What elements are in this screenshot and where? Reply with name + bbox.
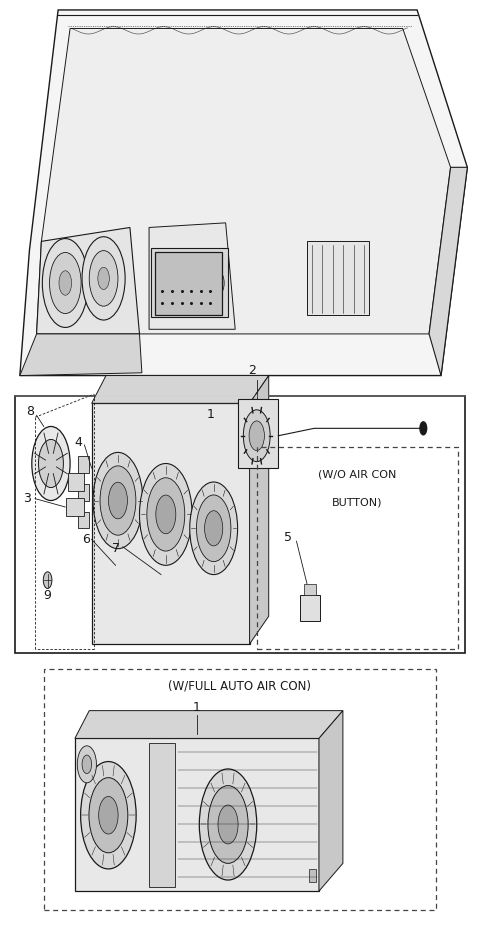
Bar [307, 241, 369, 315]
Polygon shape [92, 375, 269, 403]
Circle shape [89, 250, 118, 306]
Circle shape [199, 769, 257, 880]
Polygon shape [20, 10, 468, 375]
Circle shape [204, 511, 223, 546]
Circle shape [32, 426, 70, 501]
Text: 2: 2 [248, 364, 256, 377]
Text: 8: 8 [26, 405, 35, 418]
Bar [304, 584, 316, 595]
Circle shape [77, 746, 96, 782]
Circle shape [218, 805, 238, 844]
Circle shape [38, 439, 63, 488]
Bar [78, 484, 89, 501]
Polygon shape [36, 227, 140, 334]
Bar [68, 473, 84, 491]
Circle shape [249, 421, 264, 451]
Polygon shape [75, 711, 343, 739]
Circle shape [420, 422, 427, 435]
Bar [238, 399, 278, 468]
Polygon shape [250, 375, 269, 644]
Circle shape [208, 785, 248, 863]
Circle shape [82, 236, 125, 320]
Circle shape [93, 452, 143, 549]
Bar [310, 869, 316, 882]
Polygon shape [149, 222, 235, 329]
Circle shape [98, 267, 109, 289]
Circle shape [157, 271, 169, 295]
Circle shape [212, 271, 224, 295]
Circle shape [193, 271, 206, 295]
Circle shape [190, 482, 238, 575]
Text: 3: 3 [23, 492, 31, 505]
Circle shape [156, 495, 176, 534]
Bar [92, 403, 250, 644]
Bar [155, 252, 222, 315]
Circle shape [59, 271, 72, 295]
Circle shape [196, 495, 231, 562]
Circle shape [82, 756, 92, 773]
Text: (W/FULL AUTO AIR CON): (W/FULL AUTO AIR CON) [168, 679, 312, 692]
Bar [15, 396, 465, 654]
Polygon shape [20, 334, 142, 375]
Circle shape [42, 238, 88, 327]
Circle shape [147, 477, 185, 551]
Circle shape [140, 464, 192, 565]
Bar [78, 456, 89, 473]
Bar [44, 669, 436, 909]
Bar [257, 447, 458, 649]
Text: 6: 6 [82, 533, 90, 546]
Bar [75, 739, 319, 891]
Circle shape [81, 762, 136, 869]
Polygon shape [319, 711, 343, 891]
Circle shape [89, 778, 128, 853]
Text: 5: 5 [284, 531, 292, 544]
Circle shape [99, 796, 118, 834]
Polygon shape [429, 167, 468, 375]
Circle shape [108, 482, 127, 519]
Bar [78, 512, 89, 528]
Text: 1: 1 [206, 408, 215, 421]
Text: BUTTON): BUTTON) [332, 498, 383, 507]
Text: 9: 9 [44, 590, 51, 603]
Bar [152, 248, 228, 317]
Circle shape [175, 271, 188, 295]
Circle shape [243, 410, 270, 462]
Circle shape [43, 572, 52, 589]
Bar [66, 498, 84, 516]
Text: 1: 1 [193, 702, 201, 715]
Text: 4: 4 [74, 436, 82, 449]
Circle shape [49, 252, 81, 313]
Bar [300, 595, 320, 621]
Circle shape [100, 466, 136, 535]
Bar [149, 743, 175, 886]
Text: (W/O AIR CON: (W/O AIR CON [318, 470, 396, 479]
Text: 7: 7 [111, 542, 120, 555]
Polygon shape [175, 376, 200, 417]
Polygon shape [36, 29, 451, 334]
